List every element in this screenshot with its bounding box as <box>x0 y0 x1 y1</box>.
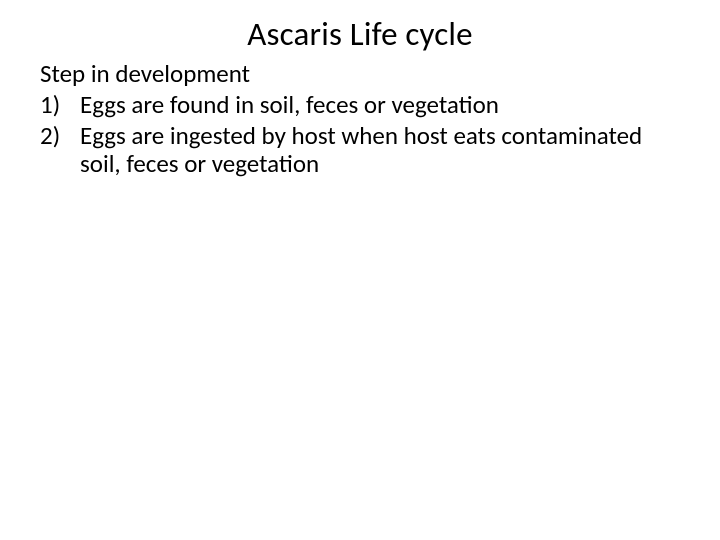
slide-content: Step in development Eggs are found in so… <box>0 60 720 179</box>
steps-list: Eggs are found in soil, feces or vegetat… <box>40 91 680 179</box>
list-item: Eggs are found in soil, feces or vegetat… <box>40 91 680 120</box>
slide-subtitle: Step in development <box>40 60 680 89</box>
slide-title: Ascaris Life cycle <box>0 14 720 54</box>
slide-container: Ascaris Life cycle Step in development E… <box>0 0 720 540</box>
list-item: Eggs are ingested by host when host eats… <box>40 122 680 180</box>
